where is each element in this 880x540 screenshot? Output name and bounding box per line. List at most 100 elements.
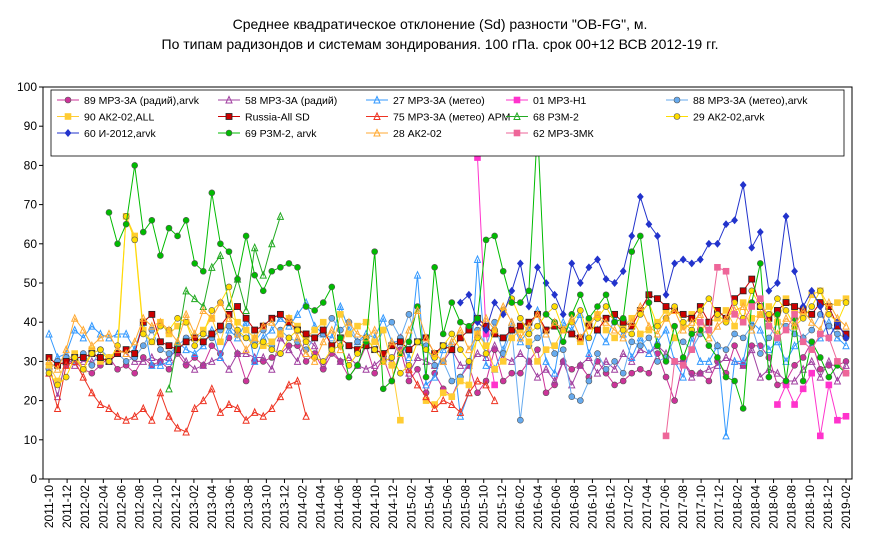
data-point [345, 373, 353, 381]
data-point [148, 216, 156, 224]
data-point [208, 313, 216, 322]
series-line [48, 336, 847, 397]
data-point [465, 344, 473, 354]
x-tick-label: 2017-08 [676, 485, 690, 529]
data-point [482, 313, 490, 322]
data-point [285, 334, 293, 342]
data-point [696, 356, 705, 365]
x-tick-label: 2015-02 [404, 485, 418, 529]
data-point [790, 376, 799, 385]
data-point [825, 311, 833, 318]
data-point [722, 318, 730, 326]
data-point [748, 275, 756, 283]
data-point [670, 305, 679, 314]
data-point [542, 346, 550, 353]
data-point [645, 321, 653, 330]
data-point [157, 346, 164, 353]
x-tick-label: 2012-04 [96, 485, 110, 529]
data-point [517, 369, 524, 377]
data-point [285, 380, 293, 389]
data-point [833, 333, 842, 342]
data-point [277, 350, 284, 357]
data-point [568, 393, 576, 400]
data-point [139, 342, 147, 350]
data-point [747, 344, 756, 354]
data-point [122, 348, 130, 358]
data-point [637, 232, 644, 240]
data-point [242, 334, 250, 342]
data-point [688, 346, 696, 353]
data-point [139, 313, 148, 322]
data-point [165, 365, 173, 373]
data-point [208, 356, 216, 365]
data-point [482, 236, 490, 244]
legend-entry: 62 МРЗ-3МК [506, 128, 595, 140]
data-point [611, 279, 619, 287]
series-line [48, 216, 401, 421]
data-point [190, 364, 199, 373]
x-tick-label: 2015-06 [441, 485, 455, 529]
data-point [559, 317, 567, 326]
data-point [182, 362, 190, 369]
data-point [567, 313, 576, 322]
data-point [139, 403, 148, 412]
data-point [174, 346, 181, 354]
data-point [456, 325, 465, 334]
data-point [277, 264, 284, 271]
data-point [53, 403, 62, 412]
data-point [551, 342, 558, 350]
legend-marker [673, 113, 681, 120]
data-point [739, 301, 747, 311]
data-point [414, 365, 421, 373]
data-point [388, 318, 396, 326]
data-point [354, 338, 361, 346]
data-point [602, 317, 610, 326]
data-point [559, 310, 567, 319]
data-point [739, 287, 747, 295]
data-point [405, 311, 413, 318]
data-point [799, 377, 807, 385]
data-point [825, 373, 833, 381]
data-point [748, 314, 756, 322]
data-point [45, 369, 53, 377]
data-point [739, 360, 747, 369]
data-point [96, 399, 105, 409]
data-point [431, 354, 438, 361]
data-point [156, 356, 165, 365]
y-tick-label: 70 [24, 198, 38, 212]
data-point [765, 344, 773, 354]
data-point [362, 338, 370, 346]
data-point [705, 318, 713, 326]
data-point [705, 333, 713, 342]
data-point [53, 364, 62, 373]
data-point [88, 350, 96, 357]
data-point [799, 314, 807, 322]
data-point [705, 356, 713, 365]
series-12 [45, 297, 850, 373]
data-point [79, 372, 88, 381]
data-point [842, 360, 850, 369]
data-point [199, 330, 207, 338]
data-point [259, 411, 268, 420]
x-tick-label: 2016-02 [513, 485, 527, 529]
data-point [645, 334, 653, 342]
data-point [225, 301, 233, 311]
data-point [808, 286, 816, 295]
data-point [731, 322, 738, 330]
data-point [550, 317, 559, 326]
data-point [491, 381, 498, 389]
legend-label: 27 МРЗ-3А (метео) [393, 95, 485, 107]
data-point [774, 311, 781, 318]
data-point [439, 395, 447, 405]
data-point [216, 297, 225, 307]
legend-box [50, 89, 845, 157]
data-point [79, 365, 87, 373]
data-point [799, 385, 807, 393]
data-point [525, 287, 533, 295]
data-point [345, 330, 353, 338]
data-point [319, 337, 328, 346]
data-point [362, 364, 370, 373]
data-point [190, 403, 199, 412]
data-point [250, 243, 259, 252]
